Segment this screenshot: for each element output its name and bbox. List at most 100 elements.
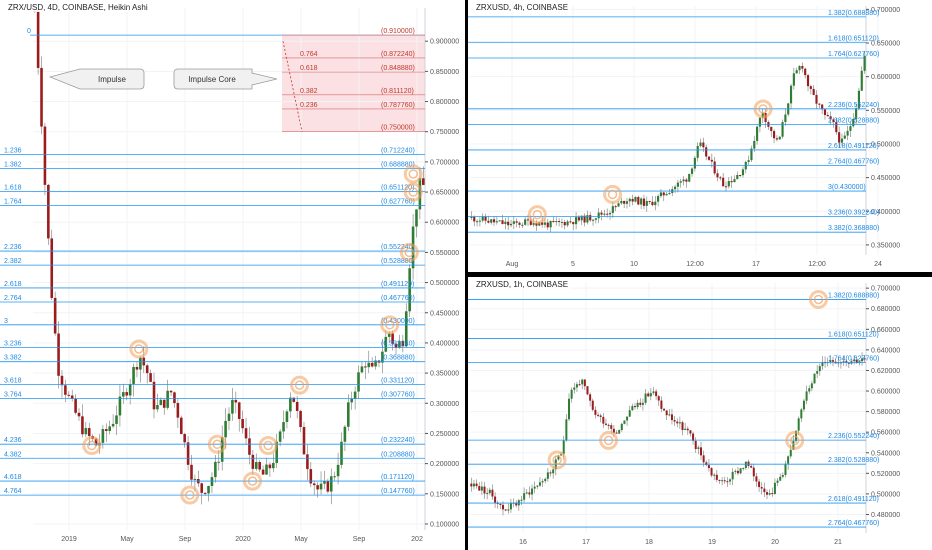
y-tick-label: 0.500000 — [871, 491, 900, 498]
candle-body — [562, 440, 565, 455]
candle-body — [575, 384, 578, 388]
candle-body — [57, 333, 60, 376]
chart-panel-1h[interactable]: ZRXUSD, 1h, COINBASE 16 17 18 19 20 21 0.70000… — [468, 277, 932, 550]
candle-body — [566, 221, 569, 226]
candle-body — [663, 408, 666, 411]
candle-body — [736, 174, 739, 180]
candle-body — [139, 357, 142, 370]
highlight-circle-inner — [294, 380, 305, 390]
candle-body — [736, 470, 739, 474]
candle-body — [789, 449, 792, 457]
candle-body — [832, 119, 835, 122]
candle-body — [81, 416, 84, 435]
retracement-value-label: (0.910000) — [381, 28, 415, 35]
candle-body — [713, 161, 716, 174]
y-tick-label: 0.600000 — [871, 74, 900, 81]
highlight-circle-inner — [384, 320, 395, 330]
fib-ratio-label: 4.618 — [4, 474, 22, 481]
x-tick-label: 10 — [630, 261, 638, 268]
highlight-circle — [403, 182, 423, 202]
y-tick-label: 0.500000 — [430, 280, 459, 287]
candle-body — [504, 221, 507, 225]
candle-body — [678, 422, 681, 424]
panel-divider-vertical[interactable] — [465, 0, 468, 550]
candle-body — [484, 216, 487, 221]
candle-body — [800, 409, 803, 419]
fib-value-label: (0.307760) — [381, 392, 415, 399]
fib-value-label: (0.467760) — [381, 295, 415, 302]
candle-body — [718, 479, 721, 481]
candle-body — [470, 216, 473, 218]
y-tick-label: 0.200000 — [430, 461, 459, 468]
chart-panel-4h[interactable]: ZRXUSD, 4h, COINBASE Aug 5 10 12:00 17 12:00 2… — [468, 0, 932, 272]
fib-value-label: 2.382(0.528880) — [828, 118, 879, 125]
candle-body — [374, 360, 377, 367]
retracement-ratio-label: 0.764 — [300, 51, 318, 58]
candle-body — [77, 412, 81, 417]
retracement-ratio-label: 0.382 — [300, 88, 318, 95]
candle-body — [159, 399, 163, 406]
highlight-circle — [243, 471, 263, 491]
candle-body — [122, 392, 125, 397]
chart-1h[interactable]: 16 17 18 19 20 21 0.700000 0.680000 0.660000 0.64… — [468, 277, 932, 550]
candle-body — [640, 198, 643, 205]
candle-body — [544, 478, 547, 482]
y-tick-label: 0.640000 — [871, 347, 900, 354]
candle-body — [821, 104, 824, 110]
highlight-circle — [180, 485, 200, 505]
candle-body — [776, 480, 779, 483]
candle-body — [668, 193, 671, 195]
candle-body — [538, 222, 541, 226]
candle-body — [495, 221, 498, 223]
highlight-circle — [599, 430, 619, 450]
fib-ratio-label: 3 — [4, 318, 8, 325]
candle-body — [490, 219, 493, 223]
candle-body — [169, 390, 173, 393]
highlight-circle-inner — [813, 294, 824, 305]
candle-body — [707, 465, 710, 469]
fib-ratio-label: 3.618 — [4, 377, 22, 384]
x-tick-label: 16 — [519, 539, 527, 546]
candle-body — [726, 481, 729, 483]
chart-4h[interactable]: Aug 5 10 12:00 17 12:00 24 0.700000 0.650000 0.60… — [468, 0, 932, 272]
x-tick-label: May — [120, 536, 134, 543]
highlight-circle-inner — [212, 439, 222, 450]
candle-body — [816, 371, 819, 374]
chart-4d[interactable]: 2019 May Sep 2020 May Sep 202 0.900000 0.850000 0… — [0, 0, 465, 550]
panel-divider-horizontal[interactable] — [468, 272, 932, 277]
fib-value-label: 2.764(0.467760) — [828, 520, 879, 527]
candle-body — [614, 206, 617, 208]
y-tick-label: 0.600000 — [871, 389, 900, 396]
candle-body — [528, 492, 531, 495]
candle-body — [512, 221, 515, 224]
candle-body — [685, 179, 688, 182]
candle-body — [789, 85, 793, 104]
candle-body — [692, 433, 695, 441]
candle-body — [600, 212, 603, 215]
candle-body — [779, 476, 782, 481]
candle-body — [494, 496, 497, 503]
candle-body — [798, 66, 801, 71]
highlight-circle-inner — [263, 440, 273, 451]
fib-ratio-label: 2.236 — [4, 244, 22, 251]
candle-body — [655, 391, 658, 397]
candle-body — [586, 215, 589, 223]
highlight-circle — [808, 289, 828, 309]
x-tick-label: 202 — [411, 536, 423, 543]
candle-body — [802, 400, 805, 410]
candle-body — [686, 428, 689, 431]
fib-ratio-label: 1.236 — [4, 147, 22, 154]
chart-panel-4d[interactable]: ZRX/USD, 4D, COINBASE, Heikin Ashi 2019 M… — [0, 0, 465, 550]
candle-body — [608, 212, 612, 215]
y-tick-label: 0.700000 — [871, 7, 900, 14]
candle-body — [70, 395, 74, 399]
candle-body — [771, 493, 774, 495]
candle-body — [778, 136, 781, 140]
candle-body — [125, 392, 129, 396]
candle-body — [173, 392, 176, 404]
callout-impulse-text: Impulse — [98, 75, 127, 84]
candle-body — [863, 55, 866, 71]
candle-body — [787, 456, 790, 464]
candle-body — [179, 417, 183, 435]
candle-body — [265, 464, 268, 475]
